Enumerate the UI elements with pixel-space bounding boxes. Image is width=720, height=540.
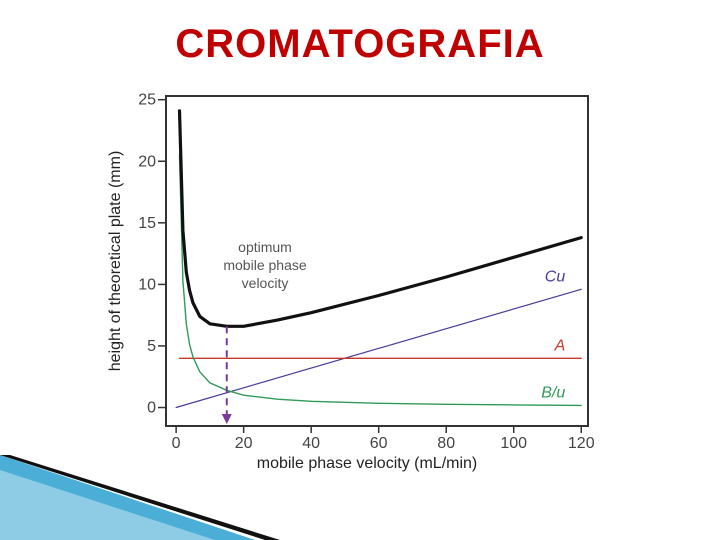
y-tick-label: 5 <box>147 338 156 355</box>
optimum-annotation: optimum mobile phase velocity <box>221 239 307 424</box>
corner-decoration-light <box>0 470 215 540</box>
y-tick-label: 15 <box>138 215 156 232</box>
y-tick-label: 20 <box>138 153 156 170</box>
x-axis-ticks: 0 20 40 60 80 100 120 <box>172 426 595 452</box>
series-line-cu <box>175 288 582 409</box>
x-tick-label: 20 <box>235 435 253 452</box>
x-tick-label: 100 <box>500 435 527 452</box>
series-line-b-u <box>178 154 582 407</box>
x-tick-label: 40 <box>302 435 320 452</box>
series-label-a: A <box>554 337 566 354</box>
optimum-marker-arrowhead <box>221 414 232 424</box>
x-tick-label: 60 <box>370 435 388 452</box>
series-line-total <box>177 109 583 328</box>
optimum-annotation-line: mobile phase <box>223 257 306 273</box>
series-label-b-u: B/u <box>541 384 565 401</box>
plot-frame <box>165 95 589 427</box>
slide-title: CROMATOGRAFIA <box>175 22 545 66</box>
x-tick-label: 0 <box>172 435 181 452</box>
y-tick-label: 10 <box>138 276 156 293</box>
x-tick-label: 80 <box>437 435 455 452</box>
corner-decoration-stripe <box>0 455 280 540</box>
y-tick-label: 0 <box>147 400 156 417</box>
x-tick-label: 120 <box>568 435 595 452</box>
optimum-annotation-line: velocity <box>242 275 289 291</box>
x-axis-title: mobile phase velocity (mL/min) <box>257 455 478 472</box>
y-axis-ticks: 0 5 10 15 20 25 <box>138 92 166 417</box>
series-label-cu: Cu <box>545 268 566 285</box>
y-axis-title: height of theoretical plate (mm) <box>107 151 124 372</box>
y-tick-label: 25 <box>138 92 156 109</box>
optimum-annotation-line: optimum <box>238 239 292 255</box>
